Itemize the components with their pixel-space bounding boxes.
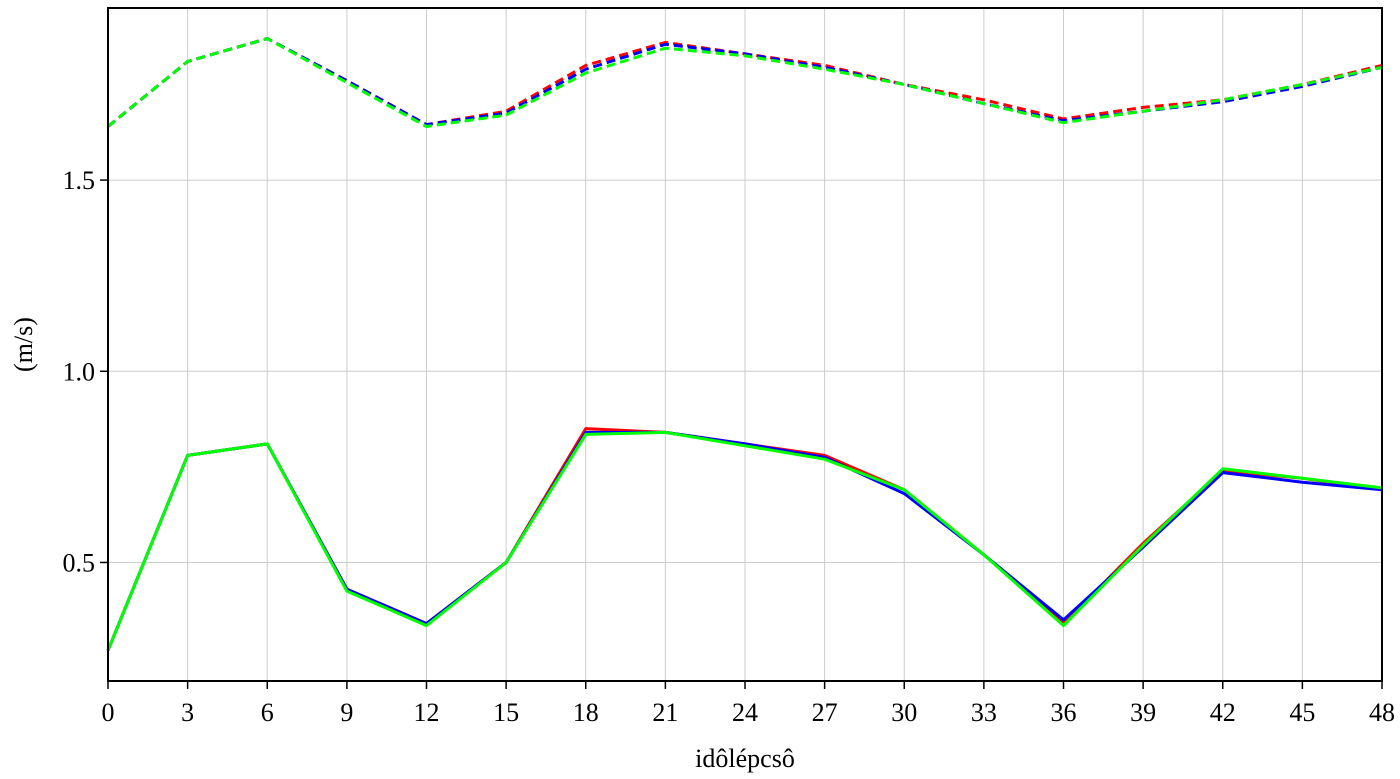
x-tick-label: 21 — [652, 698, 678, 727]
y-tick-label: 0.5 — [63, 548, 96, 577]
x-tick-label: 12 — [414, 698, 440, 727]
y-tick-label: 1.0 — [63, 357, 96, 386]
x-tick-label: 3 — [181, 698, 194, 727]
series-lines — [106, 37, 1383, 651]
x-tick-label: 9 — [340, 698, 353, 727]
series-line-solid — [106, 430, 1383, 651]
x-tick-label: 48 — [1369, 698, 1395, 727]
x-tick-label: 6 — [261, 698, 274, 727]
x-tick-label: 45 — [1289, 698, 1315, 727]
x-tick-label: 15 — [493, 698, 519, 727]
grid-lines — [107, 8, 1383, 681]
x-tick-label: 18 — [573, 698, 599, 727]
y-axis-ticks: 0.5 1.0 1.5 — [63, 166, 108, 577]
y-axis-title: (m/s) — [9, 317, 38, 372]
x-tick-label: 30 — [891, 698, 917, 727]
x-tick-label: 42 — [1210, 698, 1236, 727]
y-tick-label: 1.5 — [63, 166, 96, 195]
series-line-dashed — [107, 37, 1383, 128]
x-axis-ticks: 0 3 6 9 12 15 18 21 24 27 30 33 36 39 42 45 48 — [102, 681, 1395, 727]
x-tick-label: 33 — [971, 698, 997, 727]
x-tick-label: 27 — [812, 698, 838, 727]
x-axis-title: idôlépcsô — [695, 744, 795, 773]
x-tick-label: 24 — [732, 698, 758, 727]
x-tick-label: 36 — [1051, 698, 1077, 727]
x-tick-label: 39 — [1130, 698, 1156, 727]
x-tick-label: 0 — [102, 698, 115, 727]
